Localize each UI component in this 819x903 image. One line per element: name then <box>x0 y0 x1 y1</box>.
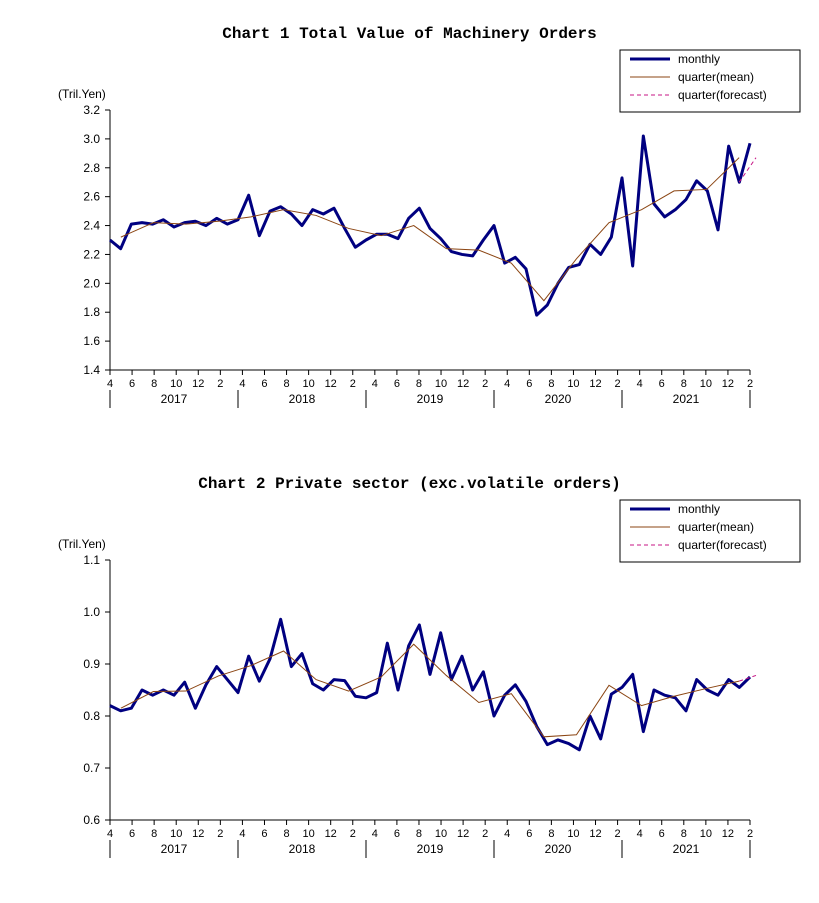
svg-text:12: 12 <box>325 378 337 390</box>
svg-text:2017: 2017 <box>161 392 188 406</box>
svg-text:4: 4 <box>504 378 510 390</box>
svg-text:2019: 2019 <box>417 842 444 856</box>
svg-text:10: 10 <box>302 378 314 390</box>
svg-text:6: 6 <box>261 378 267 390</box>
svg-text:2.2: 2.2 <box>83 247 100 261</box>
svg-text:2020: 2020 <box>545 392 572 406</box>
svg-text:4: 4 <box>504 828 510 840</box>
svg-text:4: 4 <box>107 828 113 840</box>
svg-text:monthly: monthly <box>678 52 720 66</box>
svg-text:quarter(forecast): quarter(forecast) <box>678 538 767 552</box>
svg-text:2021: 2021 <box>673 392 700 406</box>
svg-text:12: 12 <box>457 828 469 840</box>
svg-text:6: 6 <box>659 828 665 840</box>
svg-text:(Tril.Yen): (Tril.Yen) <box>58 87 106 101</box>
svg-text:2017: 2017 <box>161 842 188 856</box>
svg-text:1.4: 1.4 <box>83 363 100 377</box>
svg-text:10: 10 <box>170 378 182 390</box>
svg-text:6: 6 <box>129 378 135 390</box>
svg-text:12: 12 <box>589 828 601 840</box>
svg-text:12: 12 <box>589 378 601 390</box>
svg-text:0.9: 0.9 <box>83 657 100 671</box>
svg-text:10: 10 <box>567 378 579 390</box>
svg-text:1.1: 1.1 <box>83 553 100 567</box>
svg-text:1.8: 1.8 <box>83 305 100 319</box>
svg-text:8: 8 <box>681 378 687 390</box>
svg-text:10: 10 <box>435 378 447 390</box>
svg-text:4: 4 <box>239 378 245 390</box>
svg-text:12: 12 <box>722 828 734 840</box>
svg-text:4: 4 <box>372 828 378 840</box>
svg-text:8: 8 <box>548 828 554 840</box>
svg-text:2: 2 <box>615 378 621 390</box>
svg-text:2: 2 <box>747 828 753 840</box>
chart-2-svg: 0.6 0.7 0.8 0.9 1.0 1.1 (Tril.Yen) 4 6 8 10 12 2 4 6 8 1… <box>0 460 819 900</box>
svg-text:12: 12 <box>457 378 469 390</box>
svg-text:3.0: 3.0 <box>83 132 100 146</box>
svg-text:4: 4 <box>637 828 643 840</box>
svg-text:8: 8 <box>283 378 289 390</box>
svg-text:4: 4 <box>637 378 643 390</box>
svg-text:4: 4 <box>107 378 113 390</box>
svg-text:0.7: 0.7 <box>83 761 100 775</box>
svg-text:1.0: 1.0 <box>83 605 100 619</box>
svg-text:10: 10 <box>567 828 579 840</box>
svg-text:2: 2 <box>217 378 223 390</box>
svg-text:10: 10 <box>435 828 447 840</box>
svg-text:6: 6 <box>526 378 532 390</box>
svg-text:2019: 2019 <box>417 392 444 406</box>
svg-text:12: 12 <box>325 828 337 840</box>
svg-text:10: 10 <box>302 828 314 840</box>
svg-text:2018: 2018 <box>289 392 316 406</box>
svg-text:0.6: 0.6 <box>83 813 100 827</box>
svg-text:12: 12 <box>192 828 204 840</box>
svg-text:1.6: 1.6 <box>83 334 100 348</box>
svg-text:8: 8 <box>151 378 157 390</box>
svg-text:2: 2 <box>350 828 356 840</box>
svg-text:6: 6 <box>659 378 665 390</box>
svg-text:6: 6 <box>526 828 532 840</box>
svg-text:2018: 2018 <box>289 842 316 856</box>
svg-text:2: 2 <box>350 378 356 390</box>
svg-text:6: 6 <box>261 828 267 840</box>
chart-1-svg: 1.4 1.6 1.8 2.0 2.2 2.4 2.6 2.8 3.0 3.2 (Tril.Yen)… <box>0 0 819 440</box>
svg-text:2: 2 <box>482 378 488 390</box>
svg-text:6: 6 <box>394 378 400 390</box>
svg-text:8: 8 <box>548 378 554 390</box>
svg-text:8: 8 <box>283 828 289 840</box>
svg-text:2: 2 <box>217 828 223 840</box>
svg-text:2: 2 <box>747 378 753 390</box>
svg-text:8: 8 <box>416 378 422 390</box>
svg-text:2.0: 2.0 <box>83 276 100 290</box>
svg-text:monthly: monthly <box>678 502 720 516</box>
svg-text:2.6: 2.6 <box>83 190 100 204</box>
svg-text:3.2: 3.2 <box>83 103 100 117</box>
svg-text:12: 12 <box>192 378 204 390</box>
svg-text:8: 8 <box>416 828 422 840</box>
svg-text:8: 8 <box>151 828 157 840</box>
svg-text:2.4: 2.4 <box>83 219 100 233</box>
svg-text:4: 4 <box>372 378 378 390</box>
svg-text:2021: 2021 <box>673 842 700 856</box>
svg-text:6: 6 <box>394 828 400 840</box>
svg-text:2: 2 <box>482 828 488 840</box>
svg-text:10: 10 <box>170 828 182 840</box>
svg-text:6: 6 <box>129 828 135 840</box>
svg-text:2020: 2020 <box>545 842 572 856</box>
svg-text:10: 10 <box>700 828 712 840</box>
svg-text:12: 12 <box>722 378 734 390</box>
svg-text:quarter(mean): quarter(mean) <box>678 520 754 534</box>
svg-text:2: 2 <box>615 828 621 840</box>
svg-text:(Tril.Yen): (Tril.Yen) <box>58 537 106 551</box>
svg-text:2.8: 2.8 <box>83 161 100 175</box>
svg-text:10: 10 <box>700 378 712 390</box>
svg-text:0.8: 0.8 <box>83 709 100 723</box>
svg-text:8: 8 <box>681 828 687 840</box>
svg-text:4: 4 <box>239 828 245 840</box>
svg-text:quarter(mean): quarter(mean) <box>678 70 754 84</box>
svg-text:quarter(forecast): quarter(forecast) <box>678 88 767 102</box>
